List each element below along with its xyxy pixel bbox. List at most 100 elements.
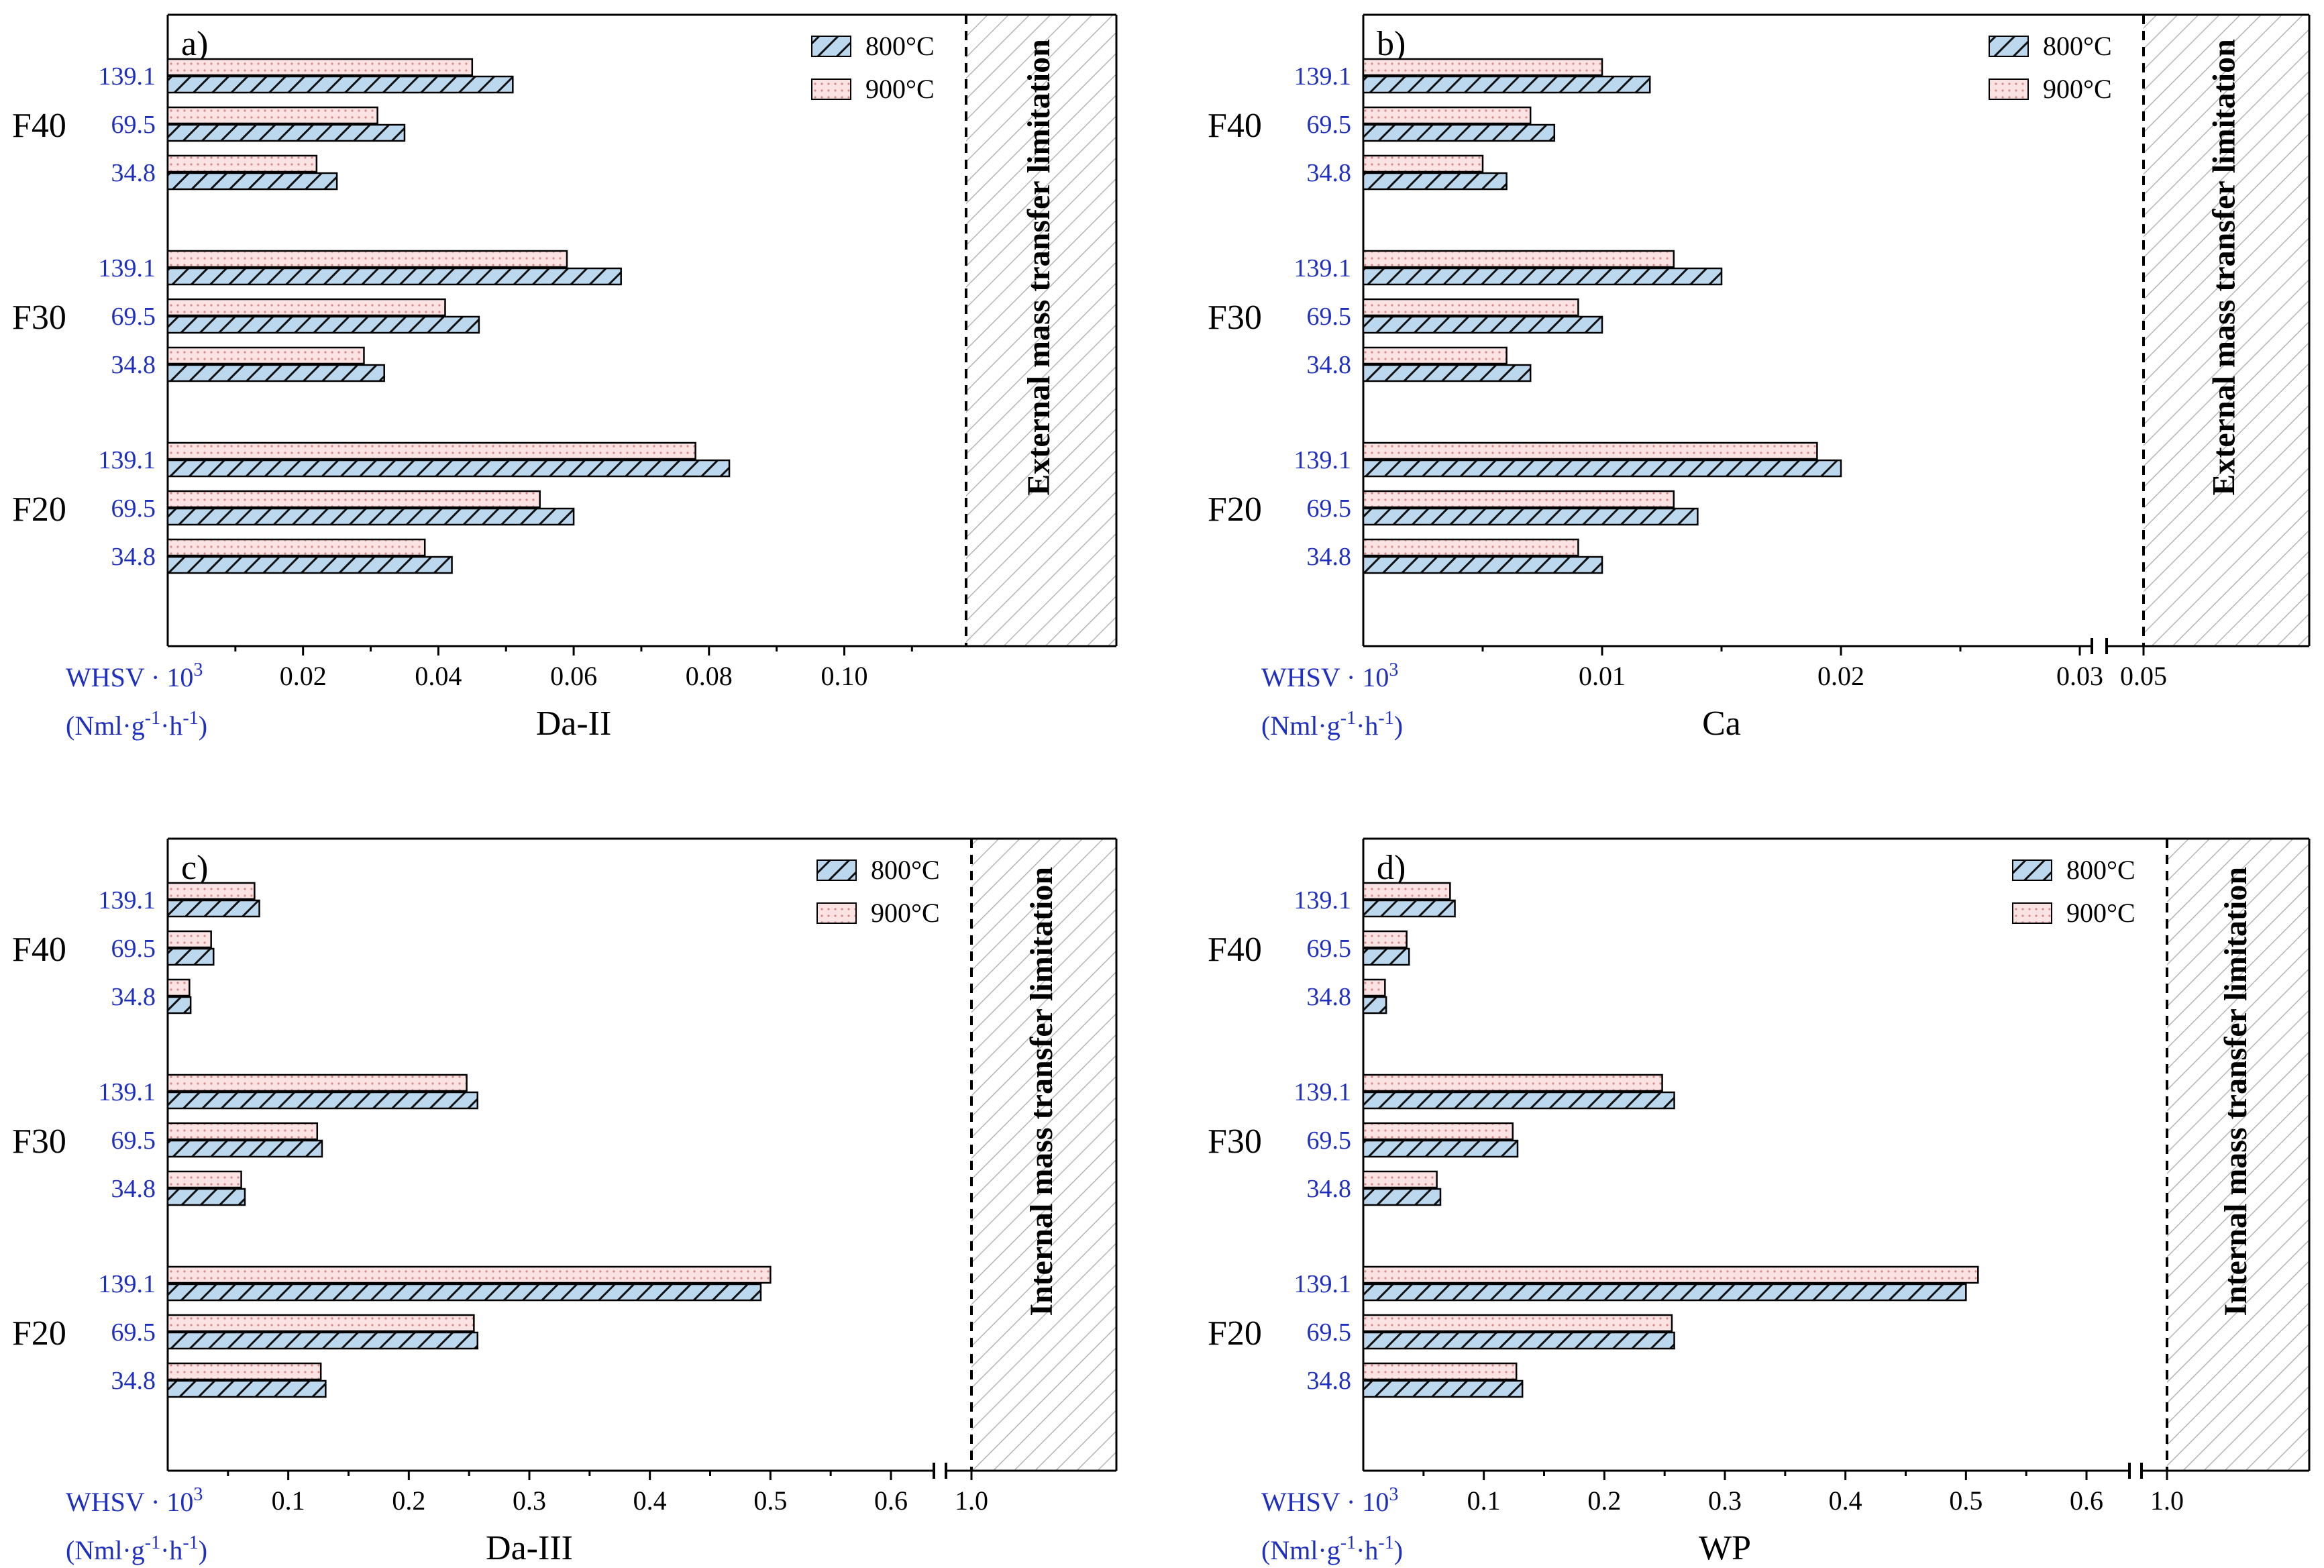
legend-swatch-800 [816, 859, 857, 881]
whsv-unit-sup: -1 [145, 1532, 160, 1553]
bar-800-F30-34.8 [166, 1188, 246, 1206]
limitation-label: Internal mass transfer limitation [1024, 867, 1059, 1316]
whsv-tick-label: 69.5 [111, 494, 156, 523]
whsv-unit-sup: -1 [1340, 708, 1356, 729]
x-tick-label: 0.2 [1587, 1485, 1621, 1516]
x-tick-label: 0.4 [633, 1485, 667, 1516]
bar-800-F40-34.8 [1362, 996, 1387, 1014]
x-tick-label: 0.5 [1949, 1485, 1983, 1516]
legend-label-900: 900°C [865, 74, 935, 104]
x-tick-label: 0.05 [2120, 661, 2167, 691]
bar-800-F30-139.1 [1362, 1091, 1675, 1110]
x-tick-label: 0.3 [513, 1485, 546, 1516]
whsv-tick-label: 69.5 [1307, 494, 1352, 523]
legend-swatch-900 [811, 79, 851, 100]
whsv-tick-label: 34.8 [111, 983, 156, 1011]
x-axis-label: Ca [1702, 704, 1741, 743]
whsv-tick-label: 69.5 [1307, 1127, 1352, 1155]
bar-900-F40-69.5 [1362, 930, 1408, 949]
x-tick-label: 0.5 [753, 1485, 787, 1516]
x-axis-label: Da-III [486, 1529, 573, 1567]
bar-900-F20-69.5 [1362, 1314, 1673, 1332]
panel-label: d) [1377, 849, 1406, 887]
legend-swatch-800 [2012, 859, 2052, 881]
bar-800-F30-69.5 [1362, 315, 1603, 334]
group-label-F20: F20 [1208, 1314, 1262, 1353]
whsv-tick-label: 139.1 [99, 886, 156, 914]
bar-900-F40-34.8 [1362, 154, 1484, 173]
group-label-F20: F20 [12, 1314, 66, 1353]
group-label-F20: F20 [1208, 490, 1262, 529]
whsv-unit-sup: -1 [145, 708, 160, 729]
bar-900-F40-139.1 [1362, 58, 1603, 76]
x-tick-label: 0.08 [686, 661, 733, 691]
whsv-tick-label: 139.1 [1294, 62, 1352, 91]
bar-800-F40-69.5 [166, 123, 406, 142]
group-label-F20: F20 [12, 490, 66, 529]
whsv-unit-text: (Nml·g [1261, 711, 1340, 741]
group-label-F40: F40 [12, 931, 66, 969]
x-tick-label: 0.02 [1817, 661, 1864, 691]
whsv-tick-label: 139.1 [1294, 254, 1352, 282]
bar-900-F30-34.8 [1362, 346, 1508, 365]
whsv-unit-text: (Nml·g [66, 1535, 145, 1565]
limitation-label: External mass transfer limitation [2207, 39, 2242, 495]
bar-900-F30-139.1 [166, 1074, 468, 1092]
whsv-tick-label: 69.5 [1307, 111, 1352, 139]
bar-900-F20-139.1 [166, 1265, 772, 1284]
whsv-unit-label: (Nml·g-1·h-1) [66, 1532, 207, 1565]
x-tick-label: 1.0 [2150, 1485, 2184, 1516]
whsv-tick-label: 69.5 [1307, 303, 1352, 331]
bar-900-F30-34.8 [166, 346, 365, 365]
whsv-label: WHSV · 103 [66, 660, 203, 692]
x-tick-label: 0.03 [2056, 661, 2103, 691]
whsv-unit-label: (Nml·g-1·h-1) [1261, 1532, 1403, 1565]
bar-900-F30-69.5 [166, 298, 446, 317]
bar-900-F20-34.8 [1362, 1362, 1518, 1381]
bar-800-F20-139.1 [166, 459, 731, 478]
x-tick-label: 0.4 [1829, 1485, 1862, 1516]
x-tick-label: 0.06 [550, 661, 597, 691]
whsv-unit-text: ) [199, 1535, 207, 1565]
whsv-tick-label: 34.8 [1307, 983, 1352, 1011]
bar-900-F30-69.5 [1362, 1122, 1514, 1141]
bar-800-F30-34.8 [166, 364, 385, 382]
bar-800-F40-69.5 [1362, 123, 1556, 142]
bar-800-F30-69.5 [166, 315, 480, 334]
whsv-unit-sup: -1 [182, 708, 198, 729]
legend-swatch-800 [1989, 36, 2029, 57]
legend-label-900: 900°C [2043, 74, 2112, 104]
group-label-F40: F40 [1208, 931, 1262, 969]
bar-800-F40-69.5 [166, 947, 215, 966]
bar-900-F20-34.8 [166, 1362, 322, 1381]
bar-800-F30-69.5 [166, 1139, 323, 1158]
bar-800-F20-34.8 [1362, 556, 1603, 574]
limitation-zone [2144, 15, 2309, 646]
x-tick-label: 0.1 [272, 1485, 305, 1516]
whsv-tick-label: 34.8 [111, 543, 156, 571]
bar-800-F20-34.8 [166, 1379, 327, 1398]
whsv-unit-text: ·h [1356, 1535, 1378, 1565]
whsv-tick-label: 69.5 [111, 935, 156, 963]
x-tick-label: 0.04 [415, 661, 462, 691]
bar-900-F40-139.1 [166, 58, 474, 76]
whsv-tick-label: 139.1 [99, 1270, 156, 1298]
group-label-F30: F30 [1208, 1122, 1262, 1161]
legend-label-800: 800°C [865, 31, 935, 61]
whsv-unit-text: ) [1394, 1535, 1403, 1565]
whsv-tick-label: 34.8 [111, 1175, 156, 1203]
whsv-tick-label: 34.8 [111, 351, 156, 379]
bar-800-F20-139.1 [1362, 459, 1842, 478]
group-label-F30: F30 [12, 299, 66, 337]
bar-900-F30-139.1 [166, 250, 568, 268]
bar-900-F40-69.5 [166, 106, 378, 125]
bar-800-F40-34.8 [166, 172, 338, 191]
whsv-tick-label: 139.1 [99, 1078, 156, 1106]
x-tick-label: 0.1 [1467, 1485, 1501, 1516]
group-label-F40: F40 [12, 107, 66, 145]
bar-800-F30-139.1 [166, 1091, 478, 1110]
whsv-label: WHSV · 103 [66, 1484, 203, 1517]
whsv-unit-text: (Nml·g [66, 711, 145, 741]
